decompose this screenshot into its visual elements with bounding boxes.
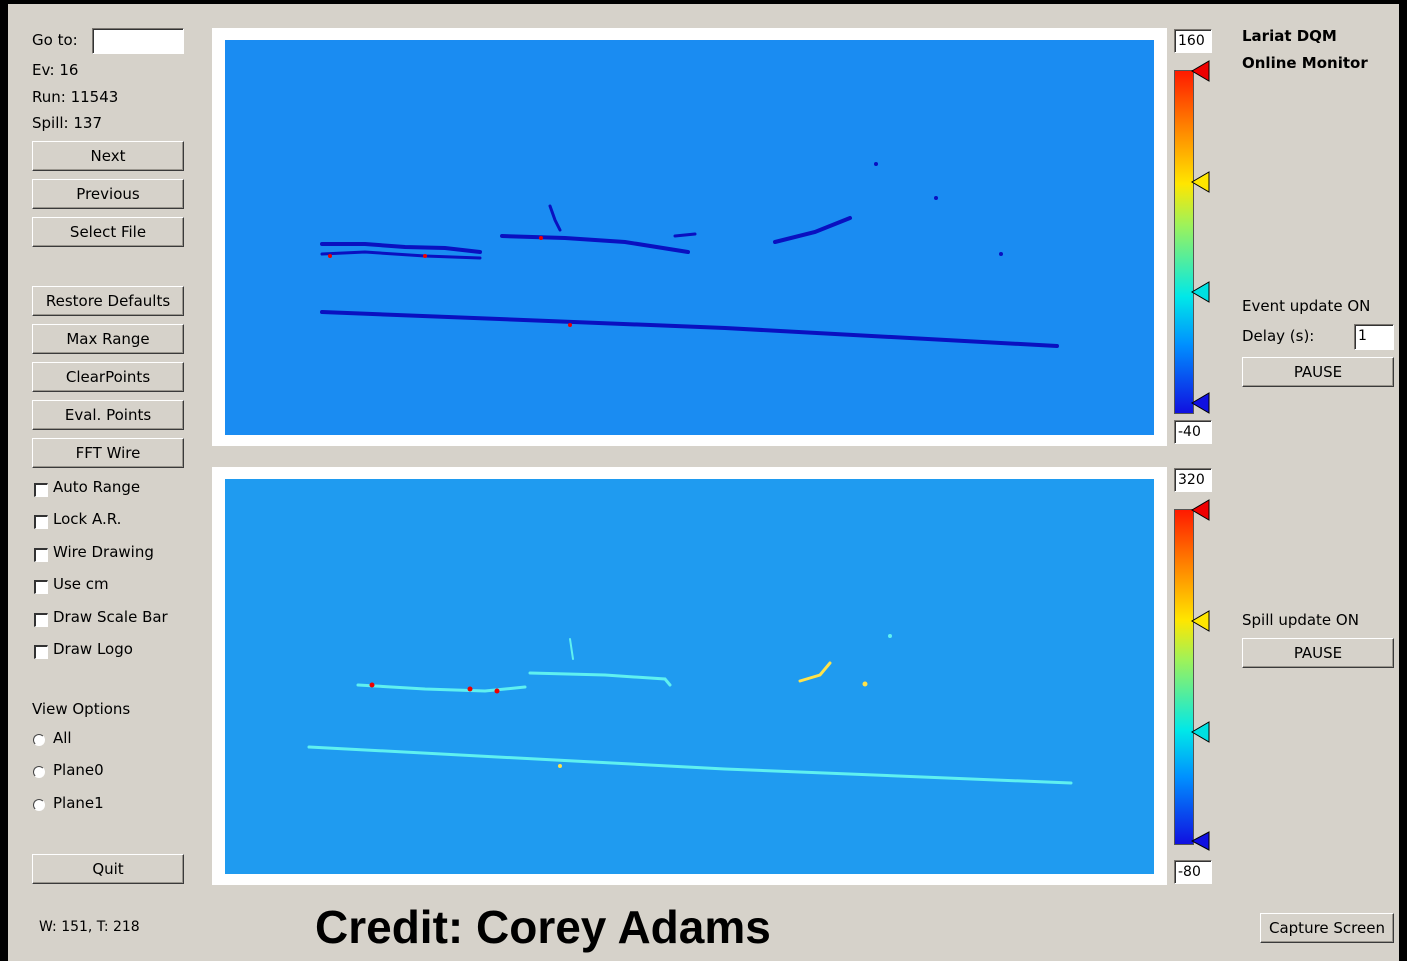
- hit: [328, 254, 332, 258]
- pause-button[interactable]: PAUSE: [1242, 638, 1394, 668]
- hit: [423, 254, 427, 258]
- checkbox-label: Lock A.R.: [53, 510, 121, 528]
- nav-button[interactable]: Max Range: [32, 324, 184, 354]
- display-background: [225, 479, 1154, 874]
- checkbox[interactable]: [34, 645, 48, 659]
- hit: [568, 323, 572, 327]
- checkbox-label: Use cm: [53, 575, 109, 593]
- nav-button[interactable]: FFT Wire: [32, 438, 184, 468]
- scale-max-input[interactable]: 320: [1174, 468, 1212, 492]
- scale-max-input[interactable]: 160: [1174, 29, 1212, 53]
- delay-label: Delay (s):: [1242, 327, 1314, 345]
- checkbox[interactable]: [34, 515, 48, 529]
- spill-label: Spill: 137: [32, 114, 102, 132]
- app-subtitle: Online Monitor: [1242, 54, 1368, 72]
- goto-label: Go to:: [32, 31, 78, 49]
- event-label: Ev: 16: [32, 61, 78, 79]
- nav-button[interactable]: Next: [32, 141, 184, 171]
- hit: [874, 162, 878, 166]
- hit: [863, 682, 868, 687]
- hit: [495, 689, 500, 694]
- radio-label: All: [53, 729, 72, 747]
- nav-button[interactable]: Previous: [32, 179, 184, 209]
- quit-button[interactable]: Quit: [32, 854, 184, 884]
- radio-label: Plane0: [53, 761, 104, 779]
- checkbox[interactable]: [34, 580, 48, 594]
- event-update-status: Event update ON: [1242, 297, 1370, 315]
- hit: [558, 764, 562, 768]
- display-background: [225, 40, 1154, 435]
- radio-button[interactable]: [33, 766, 45, 778]
- scale-sliders[interactable]: [1191, 60, 1213, 420]
- scale-min-input[interactable]: -80: [1174, 860, 1212, 884]
- track: [675, 234, 695, 236]
- hit: [888, 634, 892, 638]
- hit: [999, 252, 1003, 256]
- radio-button[interactable]: [33, 734, 45, 746]
- app-window: Go to: Ev: 16 Run: 11543 Spill: 137 Next…: [8, 4, 1399, 961]
- plane1-display[interactable]: [225, 479, 1154, 874]
- plane0-display[interactable]: [225, 40, 1154, 435]
- scale-min-input[interactable]: -40: [1174, 420, 1212, 444]
- nav-button[interactable]: ClearPoints: [32, 362, 184, 392]
- run-label: Run: 11543: [32, 88, 118, 106]
- checkbox-label: Wire Drawing: [53, 543, 154, 561]
- credit-text: Credit: Corey Adams: [315, 900, 771, 954]
- radio-button[interactable]: [33, 799, 45, 811]
- checkbox-label: Draw Logo: [53, 640, 133, 658]
- delay-input[interactable]: 1: [1354, 324, 1394, 350]
- view-options-title: View Options: [32, 700, 130, 718]
- scale-sliders[interactable]: [1191, 499, 1213, 851]
- status-text: W: 151, T: 218: [39, 919, 140, 935]
- radio-label: Plane1: [53, 794, 104, 812]
- event-display-frame: [212, 467, 1167, 885]
- checkbox[interactable]: [34, 483, 48, 497]
- nav-button[interactable]: Eval. Points: [32, 400, 184, 430]
- goto-input[interactable]: [92, 28, 184, 54]
- hit: [934, 196, 938, 200]
- checkbox-label: Draw Scale Bar: [53, 608, 168, 626]
- checkbox[interactable]: [34, 548, 48, 562]
- hit: [468, 687, 473, 692]
- capture-button[interactable]: Capture Screen: [1260, 913, 1394, 943]
- spill-update-status: Spill update ON: [1242, 611, 1359, 629]
- nav-button[interactable]: Select File: [32, 217, 184, 247]
- checkbox-label: Auto Range: [53, 478, 140, 496]
- pause-button[interactable]: PAUSE: [1242, 357, 1394, 387]
- checkbox[interactable]: [34, 613, 48, 627]
- event-display-frame: [212, 28, 1167, 446]
- nav-button[interactable]: Restore Defaults: [32, 286, 184, 316]
- hit: [539, 236, 543, 240]
- hit: [370, 683, 375, 688]
- app-title: Lariat DQM: [1242, 27, 1337, 45]
